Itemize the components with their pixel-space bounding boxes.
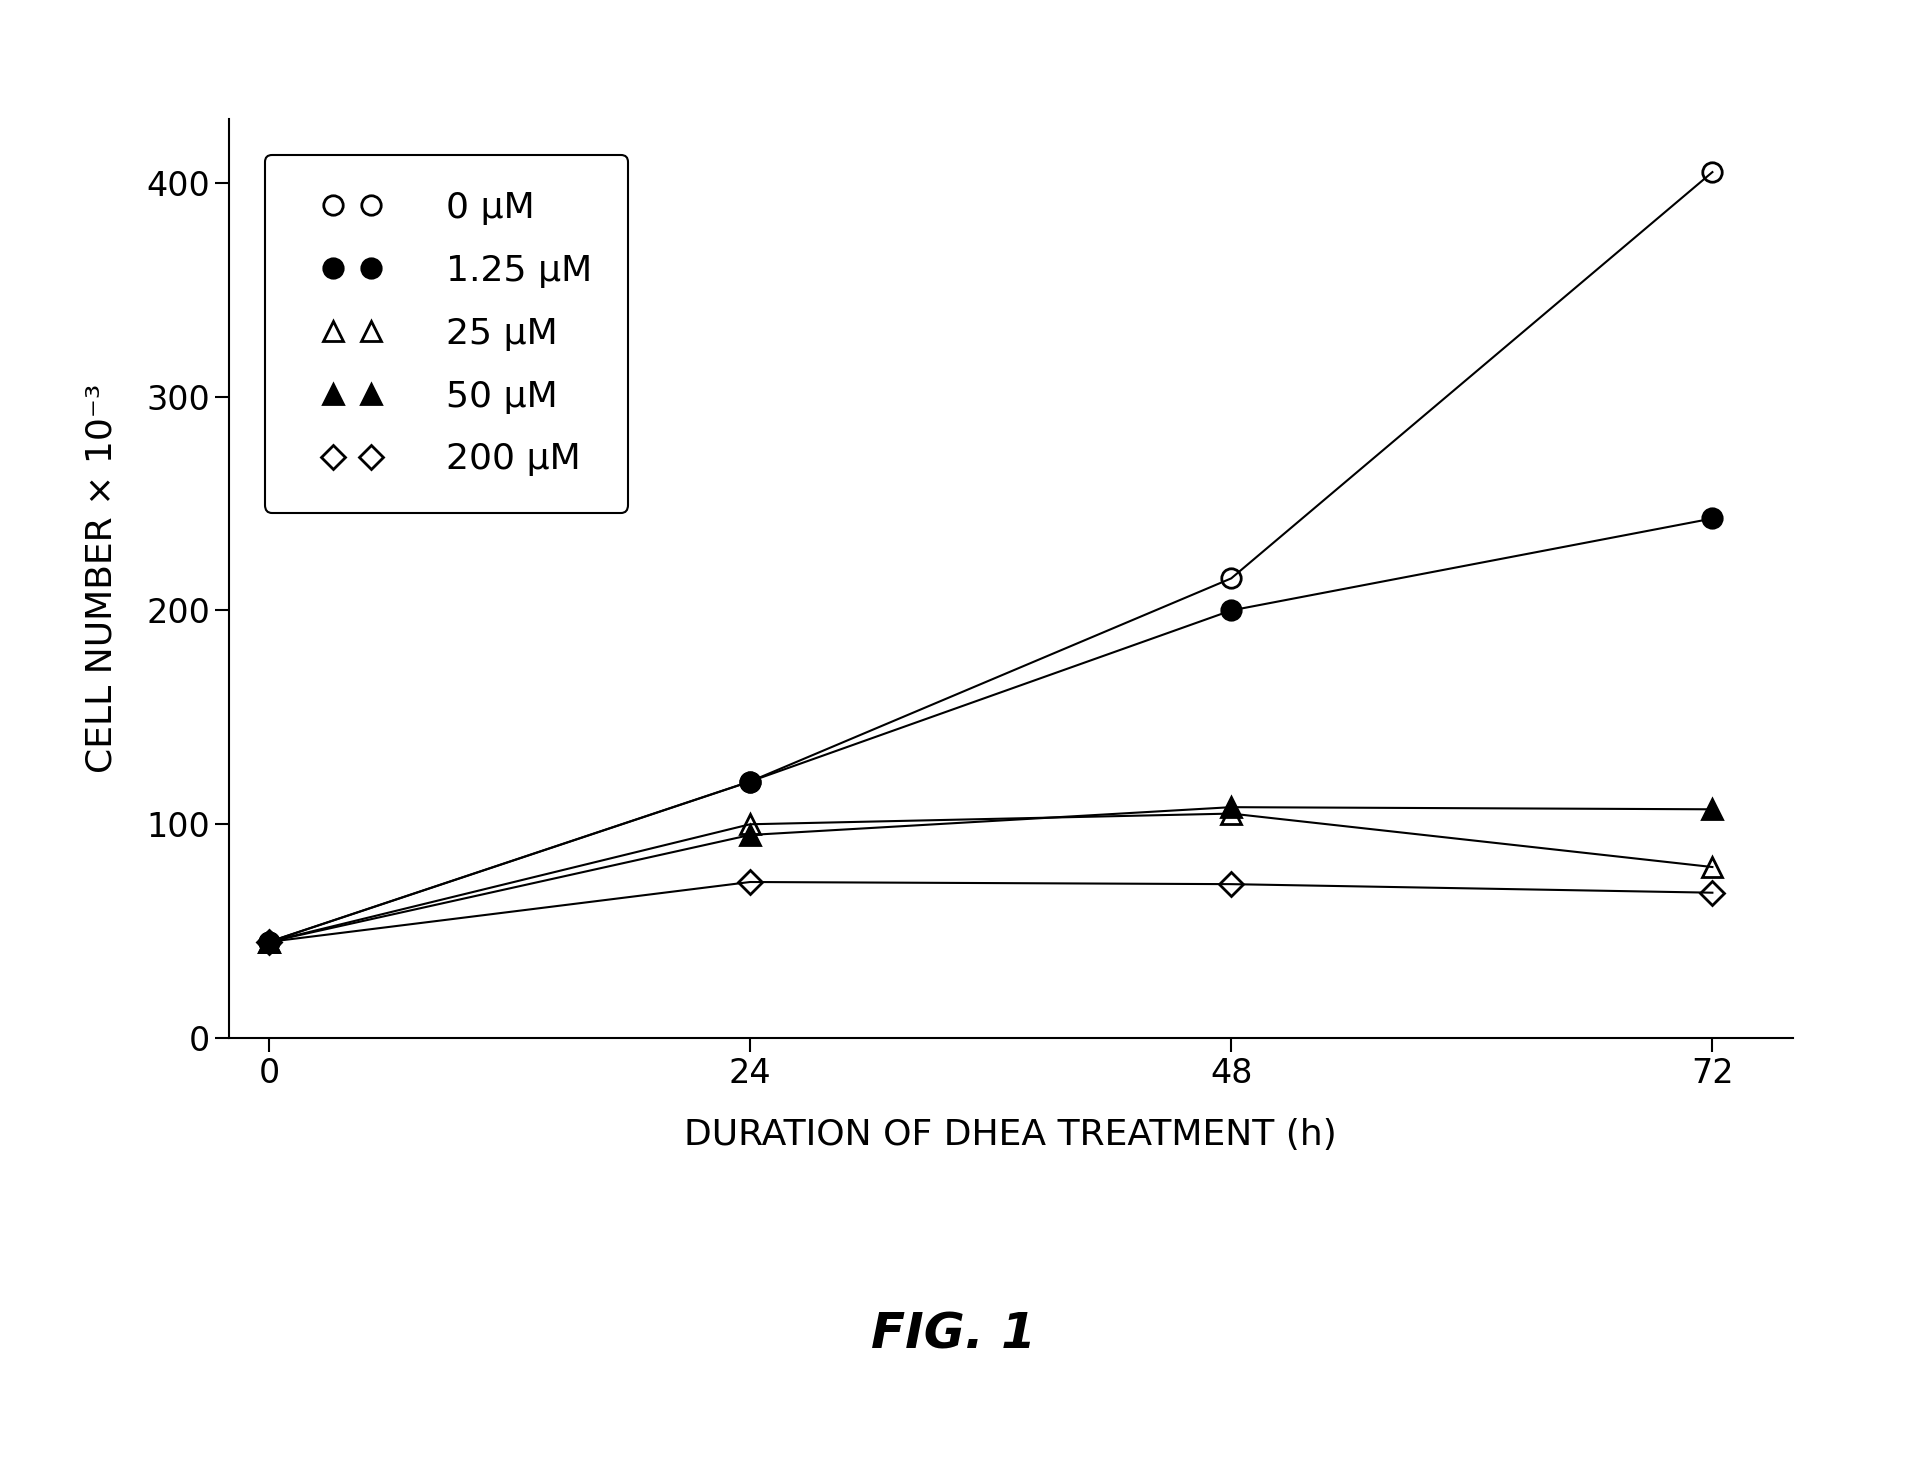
Text: FIG. 1: FIG. 1 [871,1311,1036,1358]
Y-axis label: CELL NUMBER × 10⁻³: CELL NUMBER × 10⁻³ [84,384,118,773]
X-axis label: DURATION OF DHEA TREATMENT (h): DURATION OF DHEA TREATMENT (h) [685,1118,1337,1152]
Legend: 0 μM, 1.25 μM, 25 μM, 50 μM, 200 μM: 0 μM, 1.25 μM, 25 μM, 50 μM, 200 μM [265,154,627,513]
